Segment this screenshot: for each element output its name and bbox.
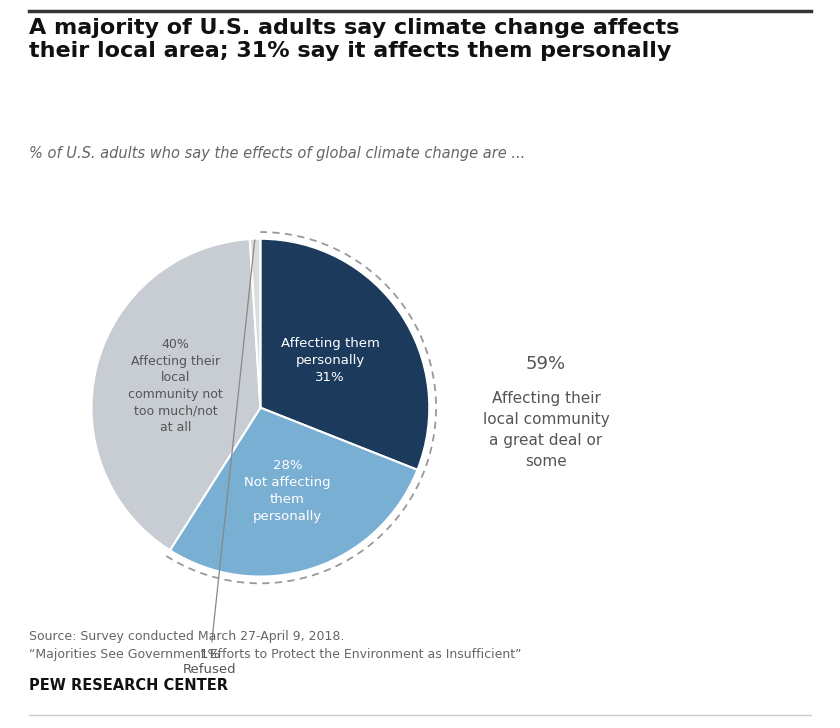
Text: A majority of U.S. adults say climate change affects
their local area; 31% say i: A majority of U.S. adults say climate ch… — [29, 18, 680, 61]
Text: Source: Survey conducted March 27-April 9, 2018.: Source: Survey conducted March 27-April … — [29, 630, 344, 643]
Text: 1%
Refused: 1% Refused — [183, 240, 255, 676]
Text: % of U.S. adults who say the effects of global climate change are ...: % of U.S. adults who say the effects of … — [29, 146, 526, 161]
Text: 59%: 59% — [526, 355, 566, 373]
Text: PEW RESEARCH CENTER: PEW RESEARCH CENTER — [29, 678, 228, 694]
Wedge shape — [170, 408, 417, 577]
Wedge shape — [260, 239, 429, 470]
Wedge shape — [249, 239, 260, 408]
Text: Affecting their
local community
a great deal or
some: Affecting their local community a great … — [483, 390, 609, 469]
Text: “Majorities See Government Efforts to Protect the Environment as Insufficient”: “Majorities See Government Efforts to Pr… — [29, 648, 522, 661]
Text: Affecting them
personally
31%: Affecting them personally 31% — [281, 337, 380, 384]
Text: 28%
Not affecting
them
personally: 28% Not affecting them personally — [244, 459, 331, 523]
Wedge shape — [92, 239, 260, 550]
Text: 40%
Affecting their
local
community not
too much/not
at all: 40% Affecting their local community not … — [128, 338, 223, 434]
